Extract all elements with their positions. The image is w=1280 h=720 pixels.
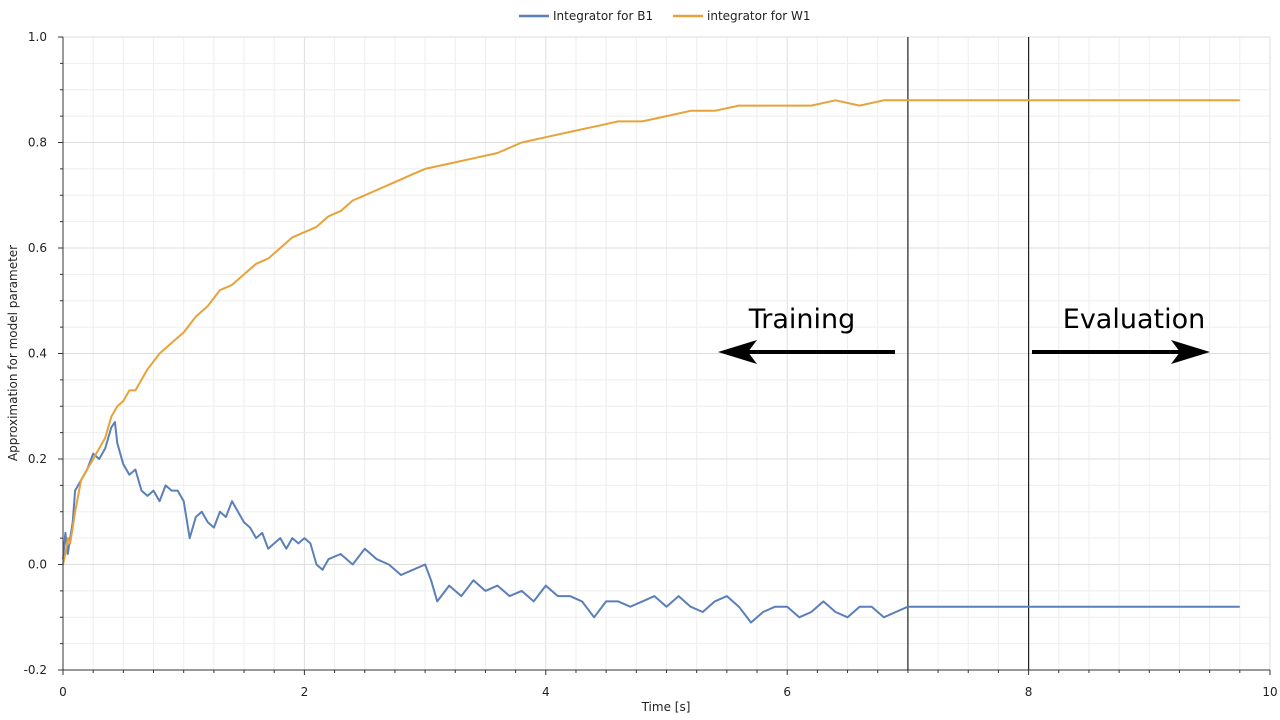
series-line-b1 [62,421,1240,624]
minor-ticks [58,36,1271,675]
x-tick-label: 2 [301,685,309,699]
legend-label-b1: Integrator for B1 [553,9,653,23]
y-tick-label: 1.0 [28,30,47,44]
x-tick-label: 8 [1025,685,1033,699]
y-tick-label: 0.0 [28,558,47,572]
training-label: Training [748,304,856,335]
y-tick-label: 0.2 [28,452,47,466]
training-arrow-head [718,340,757,364]
evaluation-label: Evaluation [1063,304,1205,335]
x-tick-label: 0 [59,685,67,699]
evaluation-arrow [1032,340,1210,364]
x-tick-labels: 0 2 4 6 8 10 [59,685,1277,699]
legend-label-w1: integrator for W1 [707,9,811,23]
x-axis-title: Time [s] [641,700,691,714]
legend: Integrator for B1 integrator for W1 [519,9,811,23]
x-tick-label: 6 [783,685,791,699]
y-tick-label: 0.6 [28,241,47,255]
section-dividers [907,37,1030,670]
x-tick-label: 10 [1262,685,1277,699]
evaluation-arrow-head [1171,340,1210,364]
y-axis-title: Approximation for model parameter [6,245,20,461]
y-tick-label: 0.8 [28,136,47,150]
series-layer [62,99,1240,624]
training-arrow [718,340,895,364]
axes [62,37,1270,671]
x-tick-label: 4 [542,685,550,699]
series-line-w1 [62,99,1240,565]
y-tick-labels: -0.2 0.0 0.2 0.4 0.6 0.8 1.0 [24,30,47,677]
y-tick-label: 0.4 [28,347,47,361]
annotations: Training Evaluation [718,304,1210,364]
y-tick-label: -0.2 [24,663,47,677]
grid [62,36,1271,671]
